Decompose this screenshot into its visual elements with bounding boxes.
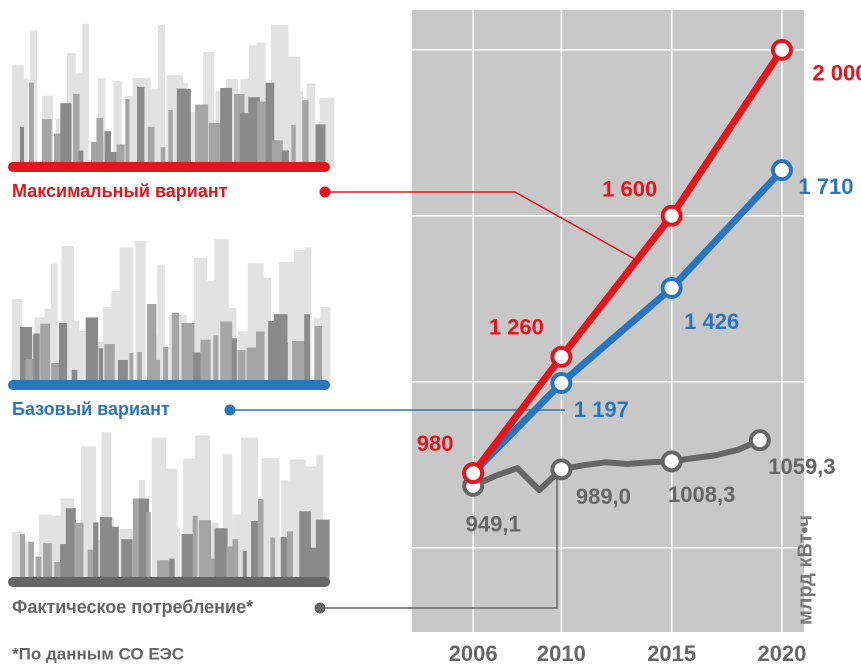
skyline-front — [177, 89, 186, 167]
skyline-front — [86, 317, 98, 385]
skyline-front — [182, 534, 194, 582]
skyline-front — [220, 88, 232, 167]
point-marker — [663, 452, 681, 470]
skyline-front — [251, 521, 259, 582]
skyline-front — [20, 534, 25, 582]
data-label: 1 710 — [798, 174, 853, 199]
skyline-front — [291, 125, 295, 167]
skyline-front — [59, 323, 67, 385]
legend-label: Базовый вариант — [12, 399, 170, 419]
legend-dot — [225, 405, 236, 416]
skyline-front — [237, 350, 245, 385]
point-marker — [663, 207, 681, 225]
skyline-front — [182, 323, 195, 385]
point-marker — [773, 41, 791, 59]
skyline-front — [270, 538, 275, 582]
skyline-front — [108, 527, 119, 582]
point-marker — [773, 161, 791, 179]
data-label: 2 000 — [812, 61, 861, 86]
skyline-front — [256, 332, 264, 385]
data-label: 1059,3 — [768, 454, 835, 479]
legend-label: Максимальный вариант — [12, 181, 228, 201]
data-label: 1008,3 — [668, 482, 735, 507]
skyline-front — [287, 531, 293, 582]
skyline-front — [60, 103, 71, 167]
skyline-front — [96, 118, 103, 167]
point-marker — [464, 464, 482, 482]
skyline-front — [104, 344, 114, 385]
chart: *По данным СО ЕЭС 2006 2010 2015 2020 млрд к… — [0, 0, 861, 668]
data-label: 1 260 — [489, 315, 544, 340]
data-label: 989,0 — [576, 484, 631, 509]
skyline-front — [20, 127, 24, 167]
skyline-front — [232, 338, 237, 385]
skyline-back — [158, 25, 165, 167]
skyline-front — [215, 528, 228, 582]
legend-dot — [315, 603, 326, 614]
x-tick-label: 2010 — [537, 641, 586, 666]
skyline-front — [304, 314, 310, 385]
skyline-front — [281, 343, 288, 385]
skyline-front — [148, 127, 155, 167]
skyline-back — [174, 528, 180, 582]
skyline-front — [172, 313, 179, 385]
skyline-front — [315, 326, 322, 385]
skyline-front — [74, 523, 83, 582]
point-marker — [552, 374, 570, 392]
skyline-front — [163, 347, 168, 385]
skyline-front — [105, 131, 111, 167]
skyline-front — [121, 539, 132, 582]
skyline-back — [78, 331, 84, 385]
legend-band — [8, 380, 330, 390]
skyline-front — [125, 99, 129, 167]
skyline-front — [43, 543, 52, 582]
data-label: 949,1 — [466, 512, 521, 537]
x-tick-label: 2015 — [647, 641, 696, 666]
skyline-front — [258, 499, 263, 582]
legend-dot — [320, 187, 331, 198]
unit-label: млрд кВт•ч — [794, 515, 816, 625]
skyline-front — [305, 548, 316, 582]
skyline-front — [66, 508, 76, 582]
skyline-front — [195, 105, 208, 167]
skyline-front — [213, 335, 218, 385]
skyline-front — [168, 110, 172, 167]
skyline-front — [193, 516, 198, 582]
skyline-front — [147, 304, 156, 385]
skyline-front — [220, 321, 232, 385]
skyline-front — [137, 87, 144, 167]
legend-label: Фактическое потребление* — [12, 597, 253, 617]
x-tick-label: 2006 — [449, 641, 498, 666]
skyline-front — [146, 512, 151, 582]
skyline-front — [93, 522, 98, 582]
skyline-front — [46, 336, 50, 385]
data-label: 1 600 — [602, 177, 657, 202]
skyline-front — [316, 520, 330, 582]
point-marker — [552, 460, 570, 478]
data-label: 980 — [417, 431, 454, 456]
point-marker — [751, 431, 769, 449]
legend-band — [8, 162, 330, 172]
skyline-front — [201, 340, 211, 385]
skyline-front — [33, 333, 39, 385]
skyline-front — [99, 348, 103, 385]
skyline-front — [42, 119, 52, 167]
skyline-front — [302, 100, 308, 167]
data-label: 1 426 — [684, 309, 739, 334]
legend-band — [8, 577, 330, 587]
skyline-back — [82, 24, 89, 167]
skyline-front — [292, 341, 305, 385]
skyline-front — [29, 83, 34, 167]
skyline-front — [28, 542, 33, 582]
data-label: 1 197 — [574, 397, 629, 422]
x-tick-label: 2020 — [757, 641, 806, 666]
skyline-front — [186, 89, 191, 167]
skyline-front — [232, 539, 238, 582]
skyline-front — [209, 123, 222, 167]
point-marker — [663, 279, 681, 297]
footnote: *По данным СО ЕЭС — [12, 644, 184, 663]
skyline-front — [315, 124, 325, 167]
point-marker — [552, 348, 570, 366]
